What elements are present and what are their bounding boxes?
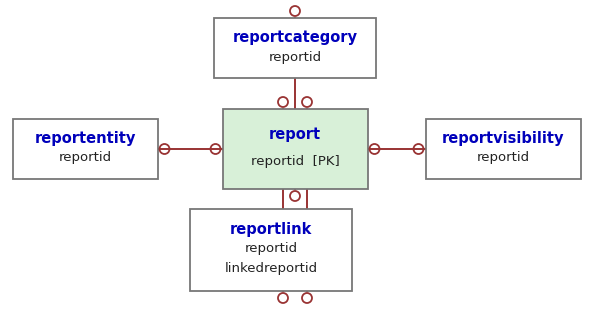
FancyBboxPatch shape [222,109,368,189]
FancyBboxPatch shape [214,18,376,78]
Text: reportid: reportid [58,152,112,164]
FancyBboxPatch shape [190,209,352,291]
Text: reportlink: reportlink [230,222,312,237]
Text: reportid: reportid [244,242,297,255]
Text: reportvisibility: reportvisibility [442,131,564,146]
Text: reportentity: reportentity [34,131,136,146]
FancyBboxPatch shape [425,119,581,179]
Text: reportid: reportid [268,51,322,64]
Text: reportid  [PK]: reportid [PK] [251,154,339,168]
Text: reportid: reportid [477,152,530,164]
Text: linkedreportid: linkedreportid [224,261,317,275]
FancyBboxPatch shape [12,119,158,179]
Text: reportcategory: reportcategory [232,30,358,45]
Text: report: report [269,127,321,142]
